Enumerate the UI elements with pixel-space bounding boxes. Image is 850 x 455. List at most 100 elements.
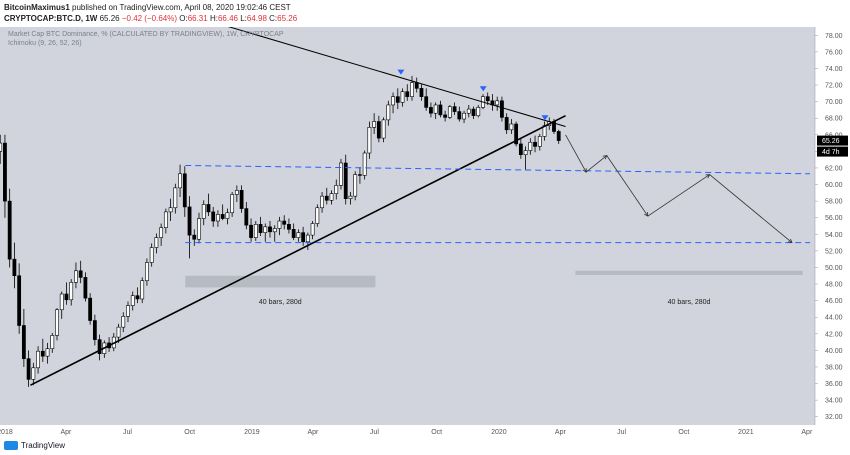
candle[interactable] xyxy=(334,179,339,200)
top-marker-icon[interactable] xyxy=(479,86,487,92)
candle[interactable] xyxy=(381,117,386,143)
candle[interactable] xyxy=(244,201,249,230)
candle[interactable] xyxy=(74,262,78,289)
candle[interactable] xyxy=(253,221,258,241)
candle[interactable] xyxy=(83,272,88,302)
candle[interactable] xyxy=(509,119,514,134)
candle[interactable] xyxy=(296,229,301,242)
candle[interactable] xyxy=(31,362,36,386)
projection-segment[interactable] xyxy=(565,134,587,173)
candle[interactable] xyxy=(471,106,476,120)
candle[interactable] xyxy=(324,187,329,205)
candle[interactable] xyxy=(391,92,395,114)
candle[interactable] xyxy=(523,146,528,170)
candle[interactable] xyxy=(145,258,149,286)
candle[interactable] xyxy=(447,104,452,120)
candle[interactable] xyxy=(433,102,438,120)
candle[interactable] xyxy=(182,166,187,217)
candle[interactable] xyxy=(305,232,310,251)
candle[interactable] xyxy=(206,193,211,217)
candle[interactable] xyxy=(140,277,145,304)
price-chart[interactable]: 40 bars, 280d 40 bars, 280d 32.00 34.00 36.… xyxy=(0,27,850,439)
candle[interactable] xyxy=(272,225,277,242)
candle[interactable] xyxy=(457,106,462,122)
candle[interactable] xyxy=(192,229,197,246)
candle[interactable] xyxy=(410,75,414,101)
candle[interactable] xyxy=(187,196,192,259)
candle[interactable] xyxy=(504,113,509,134)
candle[interactable] xyxy=(443,110,448,122)
candle[interactable] xyxy=(225,208,230,225)
projection-segment[interactable] xyxy=(709,174,793,243)
top-marker-icon[interactable] xyxy=(541,115,549,121)
resistance-curve[interactable] xyxy=(216,27,566,127)
projection-segment[interactable] xyxy=(585,155,607,173)
candle[interactable] xyxy=(419,84,424,101)
candle[interactable] xyxy=(339,158,343,190)
candle[interactable] xyxy=(69,279,74,306)
candle[interactable] xyxy=(216,210,220,227)
candle[interactable] xyxy=(495,96,500,111)
candle[interactable] xyxy=(168,198,173,222)
symbol-name[interactable]: CRYPTOCAP:BTC.D, 1W xyxy=(4,14,98,23)
candle[interactable] xyxy=(429,102,433,118)
candle[interactable] xyxy=(45,342,50,364)
tradingview-logo[interactable]: TradingView xyxy=(4,441,65,450)
candle[interactable] xyxy=(452,102,457,115)
candle[interactable] xyxy=(320,192,324,213)
candle[interactable] xyxy=(287,218,291,234)
candle[interactable] xyxy=(7,188,12,268)
projection-segment[interactable] xyxy=(647,174,710,217)
candle[interactable] xyxy=(518,138,523,159)
candle[interactable] xyxy=(353,171,358,201)
candle[interactable] xyxy=(386,100,391,126)
candle[interactable] xyxy=(173,183,178,214)
candle[interactable] xyxy=(438,100,443,118)
author-name[interactable]: BitcoinMaximus1 xyxy=(4,3,70,12)
candle[interactable] xyxy=(485,92,490,105)
date-range-box[interactable] xyxy=(185,275,376,288)
candle[interactable] xyxy=(3,134,7,218)
candle[interactable] xyxy=(249,218,253,242)
candle[interactable] xyxy=(343,154,348,205)
candle[interactable] xyxy=(130,291,135,311)
candle[interactable] xyxy=(201,200,206,226)
candle[interactable] xyxy=(26,350,31,387)
candle[interactable] xyxy=(533,135,537,153)
candle[interactable] xyxy=(239,185,244,213)
candle[interactable] xyxy=(528,138,533,155)
candle[interactable] xyxy=(466,104,471,118)
candle[interactable] xyxy=(178,164,182,197)
candle[interactable] xyxy=(301,226,306,246)
candle[interactable] xyxy=(282,215,287,230)
candle[interactable] xyxy=(0,134,3,164)
candle[interactable] xyxy=(159,223,164,246)
candle[interactable] xyxy=(315,204,320,227)
candle[interactable] xyxy=(514,121,519,147)
candle[interactable] xyxy=(277,216,282,236)
candle[interactable] xyxy=(258,216,263,236)
candle[interactable] xyxy=(197,212,201,244)
top-marker-icon[interactable] xyxy=(397,69,405,75)
support-trendline[interactable] xyxy=(30,115,566,386)
candle[interactable] xyxy=(135,287,140,304)
candle[interactable] xyxy=(116,323,121,343)
candle[interactable] xyxy=(50,332,55,353)
candle[interactable] xyxy=(64,282,69,305)
candle[interactable] xyxy=(500,96,504,122)
candle[interactable] xyxy=(88,293,93,325)
candle[interactable] xyxy=(230,192,235,217)
candle[interactable] xyxy=(556,129,561,144)
candle[interactable] xyxy=(348,192,353,205)
candle[interactable] xyxy=(17,263,22,334)
candle[interactable] xyxy=(358,167,362,184)
candle[interactable] xyxy=(154,233,159,254)
candle[interactable] xyxy=(40,338,45,362)
candle[interactable] xyxy=(476,104,481,118)
candle[interactable] xyxy=(163,208,168,234)
candle[interactable] xyxy=(462,110,466,124)
candle[interactable] xyxy=(263,223,268,242)
candle[interactable] xyxy=(329,190,334,205)
candle[interactable] xyxy=(97,334,102,361)
candle[interactable] xyxy=(21,308,26,367)
